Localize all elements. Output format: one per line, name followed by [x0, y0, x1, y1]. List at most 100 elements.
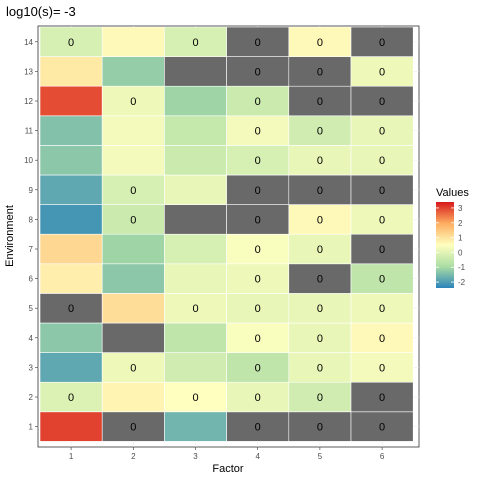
cell-value-label: 0: [130, 214, 136, 226]
cell-value-label: 0: [68, 392, 74, 404]
heatmap-cell: [101, 26, 165, 57]
x-tick-label: 6: [380, 452, 385, 461]
legend-tick-label: 2: [458, 219, 463, 228]
y-tick-label: 11: [25, 127, 34, 136]
heatmap-cell: [226, 115, 290, 146]
heatmap-cell: [288, 352, 352, 383]
cell-value-label: 0: [317, 37, 323, 49]
heatmap-cell: [350, 85, 414, 117]
cell-value-label: 0: [255, 274, 261, 286]
y-tick-label: 10: [24, 156, 33, 165]
cell-value-label: 0: [317, 392, 323, 404]
heatmap-cell: [101, 85, 165, 117]
y-tick-label: 1: [29, 423, 34, 432]
heatmap-cell: [164, 115, 227, 146]
cell-value-label: 0: [379, 392, 385, 404]
heatmap-cell: [101, 293, 165, 324]
cell-value-label: 0: [130, 96, 136, 108]
heatmap-cell: [164, 174, 227, 205]
y-tick-label: 12: [24, 97, 33, 106]
y-tick-label: 13: [24, 67, 33, 76]
cell-value-label: 0: [255, 214, 261, 226]
legend-tick-label: 0: [458, 248, 463, 257]
heatmap-cell: [350, 56, 414, 87]
cell-value-label: 0: [379, 333, 385, 345]
heatmap-cell: [350, 381, 414, 413]
cell-value-label: 0: [255, 66, 261, 78]
cell-value-label: 0: [379, 126, 385, 138]
cell-value-label: 0: [255, 244, 261, 256]
heatmap-cell: [164, 293, 227, 324]
heatmap-cell: [164, 411, 227, 442]
heatmap-cell: [164, 56, 227, 87]
y-tick-label: 9: [29, 186, 34, 195]
cell-value-label: 0: [255, 96, 261, 108]
heatmap-cell: [288, 322, 352, 353]
heatmap-cell: [164, 233, 227, 265]
heatmap-cell: [39, 204, 103, 235]
heatmap-cell: [288, 115, 352, 146]
heatmap-cell: [101, 263, 165, 294]
cell-value-label: 0: [255, 155, 261, 167]
heatmap-cell: [226, 381, 290, 413]
legend-tick-label: -1: [458, 263, 466, 272]
plot-title: log10(s)= -3: [6, 4, 76, 19]
heatmap-cell: [39, 115, 103, 146]
x-tick-label: 5: [318, 452, 323, 461]
heatmap-cell: [350, 145, 414, 176]
cell-value-label: 0: [379, 362, 385, 374]
x-tick-label: 3: [193, 452, 198, 461]
heatmap-cell: [226, 56, 290, 87]
cell-value-label: 0: [379, 155, 385, 167]
heatmap-cell: [226, 233, 290, 265]
heatmap-cell: [350, 115, 414, 146]
cell-value-label: 0: [317, 362, 323, 374]
cell-value-label: 0: [255, 185, 261, 197]
heatmap-cell: [350, 411, 414, 442]
y-tick-label: 4: [29, 334, 34, 343]
y-tick-label: 5: [29, 304, 34, 313]
heatmap-cell: [288, 293, 352, 324]
cell-value-label: 0: [379, 185, 385, 197]
heatmap-cell: [39, 174, 103, 205]
heatmap-cell: [288, 233, 352, 265]
heatmap-cell: [39, 26, 103, 57]
y-tick-label: 6: [29, 275, 34, 284]
heatmap-cell: [164, 26, 227, 57]
heatmap-cell: [350, 352, 414, 383]
heatmap-cell: [39, 263, 103, 294]
heatmap-cell: [101, 174, 165, 205]
heatmap-cell: [226, 293, 290, 324]
cell-value-label: 0: [379, 422, 385, 434]
heatmap-cell-labels: 0 0 0 0 0 0 0 0 0 0 0 0 0 0 0 0 0 0 0 0 0 0 0 0 0 0 0 0 0 0 0 0 0 0 0 0 0 0 0 0…: [68, 37, 385, 434]
heatmap-cell: [101, 145, 165, 176]
cell-value-label: 0: [130, 362, 136, 374]
x-axis-ticks: 1 2 3 4 5 6: [69, 447, 385, 461]
legend-tick-label: -2: [458, 278, 466, 287]
heatmap-cell: [101, 233, 165, 265]
cell-value-label: 0: [255, 303, 261, 315]
cell-value-label: 0: [379, 303, 385, 315]
cell-value-label: 0: [255, 333, 261, 345]
y-tick-label: 7: [29, 245, 34, 254]
heatmap-cell: [226, 411, 290, 442]
cell-value-label: 0: [130, 422, 136, 434]
cell-value-label: 0: [317, 214, 323, 226]
y-tick-label: 3: [29, 363, 34, 372]
heatmap-cell: [288, 204, 352, 235]
heatmap-cell: [350, 293, 414, 324]
heatmap-cell: [350, 204, 414, 235]
cell-value-label: 0: [317, 422, 323, 434]
heatmap-cell: [226, 174, 290, 205]
heatmap-cell: [164, 352, 227, 383]
heatmap-cell: [101, 204, 165, 235]
cell-value-label: 0: [317, 155, 323, 167]
cell-value-label: 0: [317, 303, 323, 315]
cell-value-label: 0: [255, 37, 261, 49]
cell-value-label: 0: [255, 392, 261, 404]
heatmap-cell: [39, 233, 103, 265]
cell-value-label: 0: [317, 185, 323, 197]
heatmap-cell: [350, 322, 414, 353]
